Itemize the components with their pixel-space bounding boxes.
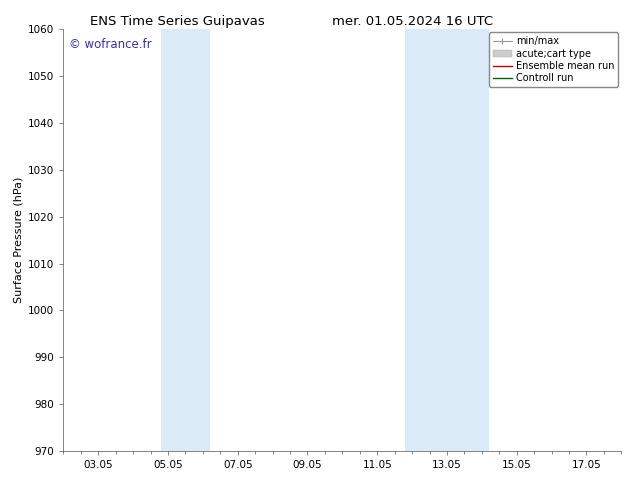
Bar: [405, 29, 489, 451]
Legend: min/max, acute;cart type, Ensemble mean run, Controll run: min/max, acute;cart type, Ensemble mean …: [489, 32, 618, 87]
Bar: [161, 29, 210, 451]
Text: ENS Time Series Guipavas: ENS Time Series Guipavas: [90, 15, 265, 28]
Text: mer. 01.05.2024 16 UTC: mer. 01.05.2024 16 UTC: [332, 15, 493, 28]
Text: © wofrance.fr: © wofrance.fr: [69, 38, 152, 51]
Y-axis label: Surface Pressure (hPa): Surface Pressure (hPa): [14, 177, 24, 303]
